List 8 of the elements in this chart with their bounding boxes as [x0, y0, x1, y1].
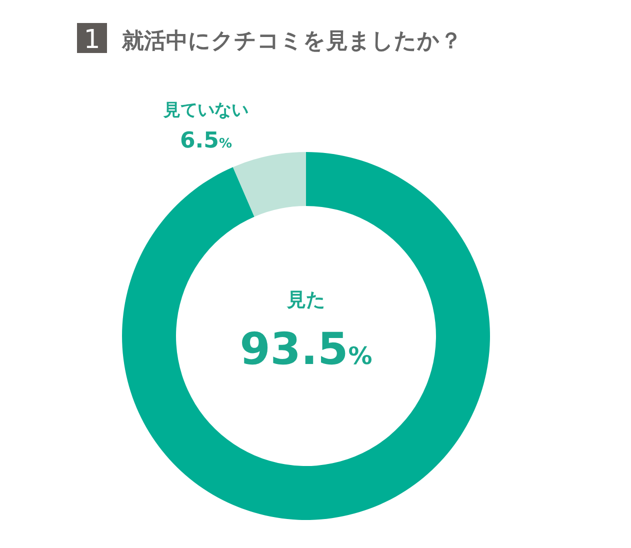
data-label: 6.5% [180, 128, 232, 154]
donut-slice [122, 152, 490, 520]
data-label: 93.5% [240, 324, 372, 375]
donut-slice [232, 152, 306, 217]
slice-label: 見た [286, 289, 325, 311]
chart-title: 就活中にクチコミを見ましたか？ [121, 29, 462, 54]
slice-label: 見ていない [162, 100, 248, 121]
heading-number: 1 [77, 23, 107, 55]
